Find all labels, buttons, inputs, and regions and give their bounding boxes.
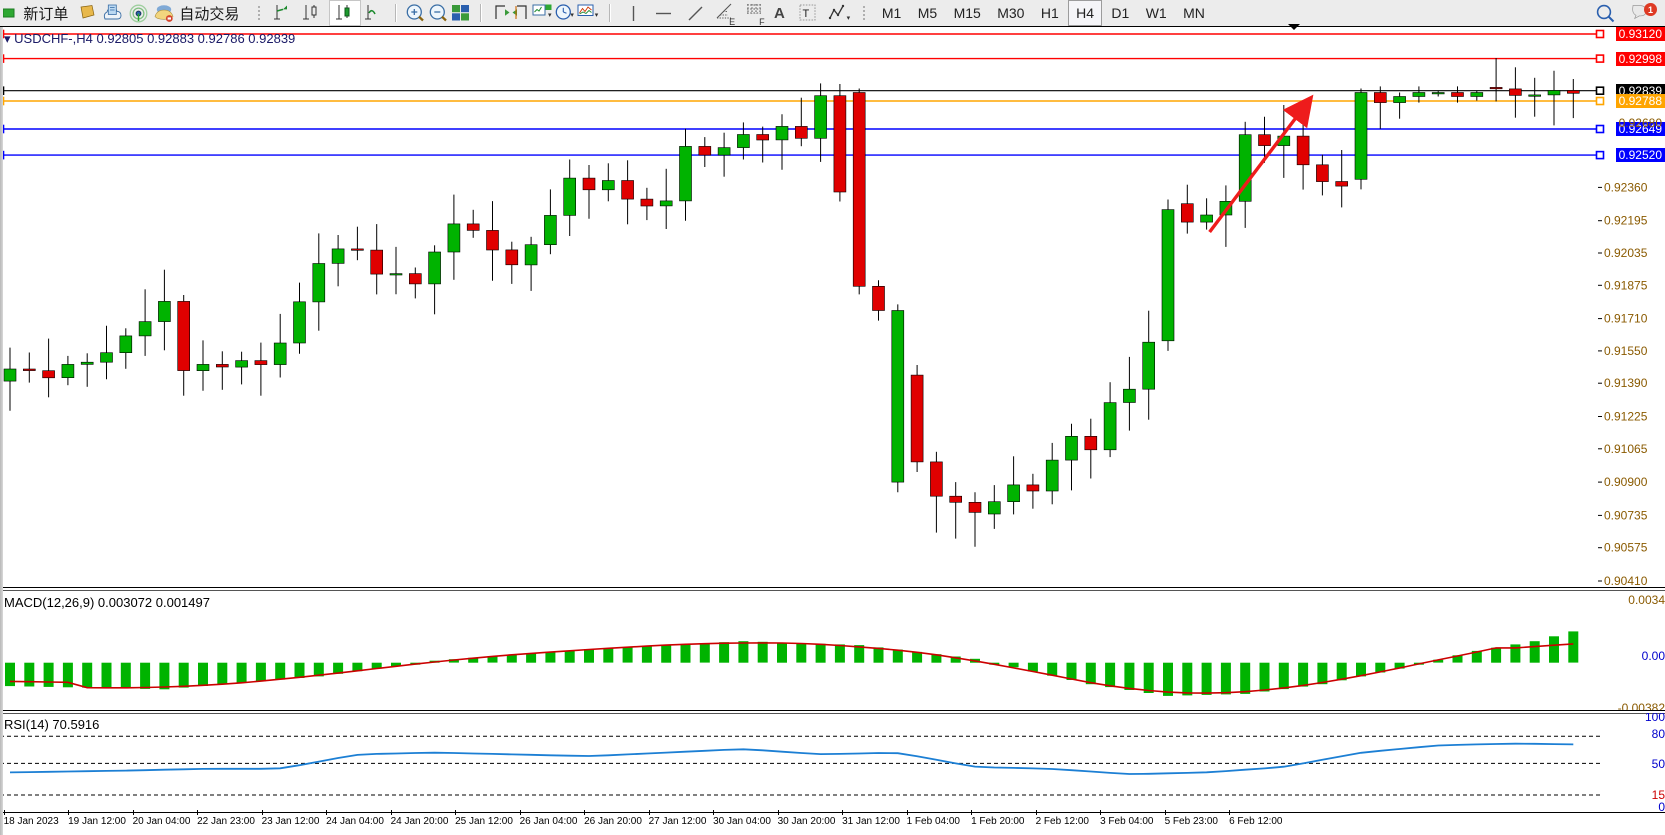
svg-text:T: T — [803, 8, 810, 20]
svg-text:0.92195: 0.92195 — [1604, 214, 1648, 228]
svg-text:0.90410: 0.90410 — [1604, 574, 1648, 588]
svg-text:0.91875: 0.91875 — [1604, 278, 1648, 292]
svg-text:0.92360: 0.92360 — [1604, 180, 1648, 194]
svg-text:0.90900: 0.90900 — [1604, 475, 1648, 489]
svg-text:0.92035: 0.92035 — [1604, 246, 1648, 260]
svg-text:0.90575: 0.90575 — [1604, 541, 1648, 555]
svg-text:0.91390: 0.91390 — [1604, 376, 1648, 390]
svg-text:0.91710: 0.91710 — [1604, 312, 1648, 326]
svg-text:0.91225: 0.91225 — [1604, 410, 1648, 424]
svg-text:0.90735: 0.90735 — [1604, 508, 1648, 522]
svg-text:0.91550: 0.91550 — [1604, 344, 1648, 358]
svg-text:0.91065: 0.91065 — [1604, 442, 1648, 456]
